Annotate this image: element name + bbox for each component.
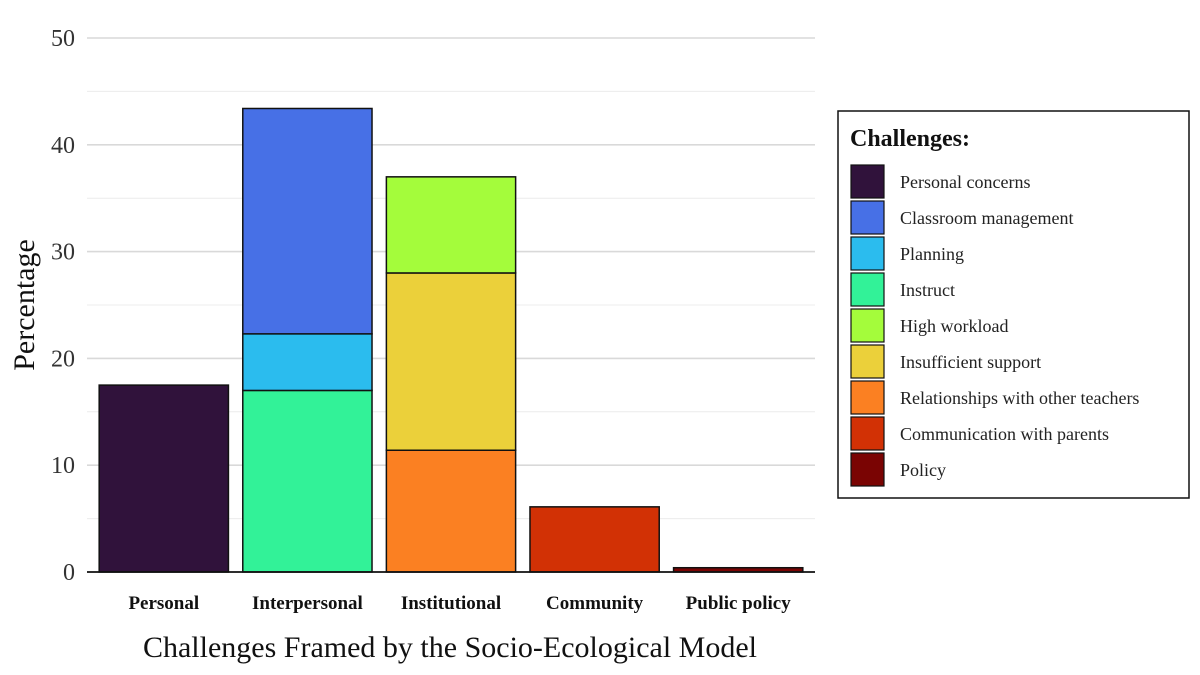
y-tick-label: 0 bbox=[63, 560, 75, 586]
legend-swatch bbox=[850, 380, 885, 415]
x-tick-label: Interpersonal bbox=[252, 593, 363, 614]
legend-label: Policy bbox=[900, 460, 946, 480]
legend-title: Challenges: bbox=[850, 126, 970, 152]
bar-segment-personal-concerns bbox=[98, 384, 230, 573]
bars bbox=[98, 107, 804, 573]
legend-swatch bbox=[850, 344, 885, 379]
x-tick-label: Personal bbox=[128, 593, 199, 614]
bar-segment-insufficient-support bbox=[385, 272, 517, 451]
bar-segment-instruct bbox=[242, 389, 373, 573]
legend-label: Communication with parents bbox=[900, 424, 1109, 444]
legend-box bbox=[837, 110, 1190, 499]
y-tick-labels: 0 10 20 30 40 50 bbox=[51, 26, 75, 586]
legend-label: Insufficient support bbox=[900, 352, 1041, 372]
legend-label: High workload bbox=[900, 316, 1008, 336]
legend-swatch bbox=[850, 272, 885, 307]
bar-segment-classroom-management bbox=[242, 107, 373, 335]
x-axis-title: Challenges Framed by the Socio-Ecologica… bbox=[143, 631, 757, 664]
x-tick-label: Public policy bbox=[686, 593, 792, 614]
legend-label: Instruct bbox=[900, 280, 955, 300]
legend-label: Planning bbox=[900, 244, 964, 264]
bar-segment-communication-with-parents bbox=[529, 506, 660, 573]
legend-label: Relationships with other teachers bbox=[900, 388, 1139, 408]
legend-swatch bbox=[850, 452, 885, 487]
legend: Challenges: Personal concerns Classroom m… bbox=[837, 110, 1190, 499]
y-axis-title: Percentage bbox=[8, 239, 41, 371]
legend-swatch bbox=[850, 416, 885, 451]
bar-segment-high-workload bbox=[385, 176, 517, 274]
x-tick-label: Community bbox=[546, 593, 644, 614]
x-tick-label: Institutional bbox=[401, 593, 501, 614]
x-tick-labels: Personal Interpersonal Institutional Commun… bbox=[128, 593, 791, 614]
y-tick-label: 20 bbox=[51, 346, 75, 372]
y-tick-label: 30 bbox=[51, 240, 75, 266]
legend-swatch bbox=[850, 200, 885, 235]
legend-swatch bbox=[850, 308, 885, 343]
legend-items: Personal concerns Classroom management Pla… bbox=[850, 164, 1139, 487]
legend-swatch bbox=[850, 236, 885, 271]
bar-segment-relationships-with-other-teachers bbox=[385, 449, 517, 573]
y-tick-label: 50 bbox=[51, 26, 75, 52]
legend-label: Classroom management bbox=[900, 208, 1073, 228]
y-tick-label: 40 bbox=[51, 133, 75, 159]
y-tick-label: 10 bbox=[51, 453, 75, 479]
legend-label: Personal concerns bbox=[900, 172, 1030, 192]
legend-swatch bbox=[850, 164, 885, 199]
bar-segment-planning bbox=[242, 333, 373, 392]
